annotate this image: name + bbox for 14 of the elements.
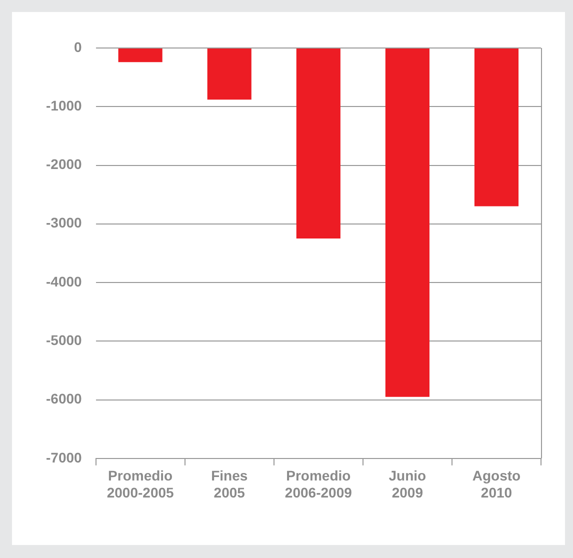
y-tick-label: -7000 xyxy=(46,449,82,466)
panel: Promedio 2000-2005 Fines 2005 Promedio 2006-2009 Junio 2009 Agosto 2010 -7000 -6000 -5000 -4000 -3000 -2000 -1000 0 xyxy=(12,12,565,545)
y-tick-label: -1000 xyxy=(46,97,82,114)
y-tick-label: -6000 xyxy=(46,390,82,407)
y-tick-label: -4000 xyxy=(46,273,82,290)
y-tick-label: -2000 xyxy=(46,156,82,172)
x-tick-label: Fines 2005 xyxy=(211,468,248,500)
x-tick-label: Promedio 2000-2005 xyxy=(106,468,174,500)
y-tick-label: -5000 xyxy=(46,332,82,348)
x-tick-label: Promedio 2006-2009 xyxy=(284,468,352,500)
y-tick-label: 0 xyxy=(74,38,82,55)
x-tick-label: Agosto 2010 xyxy=(472,468,521,500)
y-tick-label: -3000 xyxy=(46,214,82,231)
x-tick-label: Junio 2009 xyxy=(388,468,426,500)
